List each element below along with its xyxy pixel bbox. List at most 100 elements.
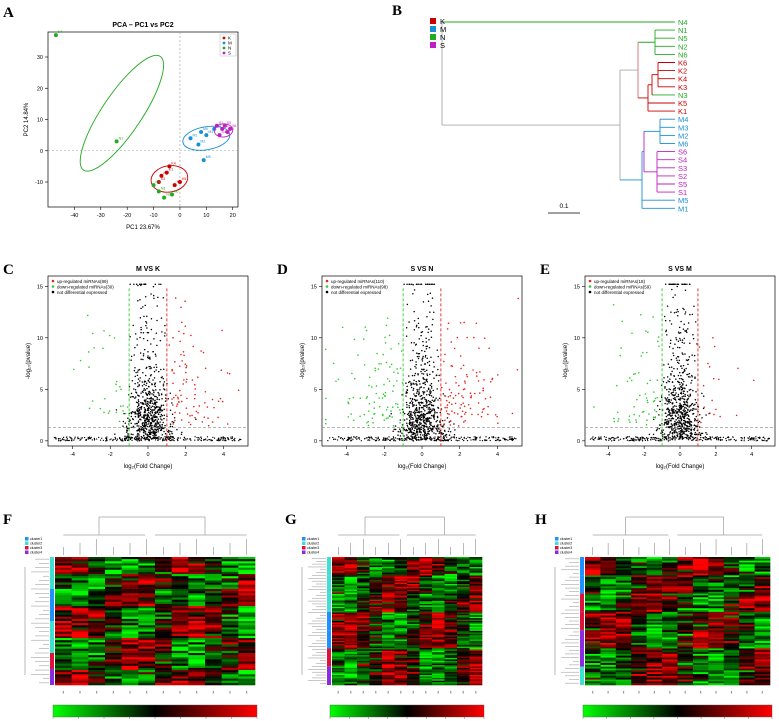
ns-point <box>668 410 670 413</box>
heatmap-cell <box>469 603 483 606</box>
heatmap-cell <box>444 572 458 575</box>
ns-point <box>683 423 686 426</box>
up-point <box>180 306 182 309</box>
down-point <box>108 410 111 412</box>
ns-point <box>664 402 666 405</box>
ns-point <box>672 389 675 391</box>
ns-point <box>140 405 143 408</box>
up-point <box>213 406 215 409</box>
ns-point <box>426 374 429 377</box>
heatmap-cell <box>432 585 445 588</box>
ns-point <box>218 440 220 442</box>
ns-point <box>638 439 640 441</box>
heatmap-cell <box>105 599 122 603</box>
ns-point <box>411 398 414 401</box>
heatmap-cell <box>238 676 256 679</box>
ns-point <box>421 358 423 360</box>
data-point <box>177 180 182 184</box>
heatmap-cell <box>171 667 189 671</box>
ns-point <box>684 406 686 409</box>
ns-point <box>673 430 676 432</box>
ns-point <box>435 374 438 377</box>
heatmap-cell <box>88 597 106 600</box>
ns-point <box>592 436 594 438</box>
ns-point <box>170 439 173 441</box>
ns-point <box>676 346 679 349</box>
up-point <box>448 413 450 416</box>
ns-point <box>674 414 677 417</box>
heatmap-cell <box>469 593 483 596</box>
legend-label: N <box>440 33 445 42</box>
heatmap-cell <box>457 599 470 602</box>
heatmap-cell <box>171 586 189 590</box>
ns-point <box>674 343 676 345</box>
heatmap-cell <box>221 571 239 575</box>
heatmap-cell <box>138 657 156 660</box>
up-point <box>194 388 197 390</box>
heatmap-cell <box>369 602 383 605</box>
heatmap-cell <box>138 682 156 686</box>
ns-point <box>687 322 690 324</box>
heatmap-cell <box>205 667 222 671</box>
ns-point <box>635 439 637 441</box>
heatmap-cell <box>121 574 139 577</box>
heatmap-cell <box>382 603 395 606</box>
ns-point <box>127 436 129 438</box>
heatmap-cell <box>469 621 483 623</box>
down-point <box>628 415 631 417</box>
ns-point <box>413 379 415 381</box>
ns-point <box>419 401 421 404</box>
heatmap-cell <box>105 603 122 607</box>
heatmap-cell <box>205 670 222 673</box>
heatmap-cell <box>344 576 358 579</box>
up-point <box>700 421 702 424</box>
ns-point <box>496 439 498 442</box>
heatmap-cell <box>138 621 156 624</box>
heatmap-cell <box>88 601 106 605</box>
down-point <box>638 415 641 417</box>
down-point <box>366 421 368 424</box>
down-point <box>399 409 401 411</box>
ns-point <box>369 439 371 441</box>
ns-point <box>414 400 417 402</box>
point-label: N6 <box>174 190 179 194</box>
heatmap-cell <box>407 575 420 578</box>
ns-point <box>162 383 165 385</box>
leaf-label: K2 <box>678 67 687 76</box>
ns-point <box>453 434 456 436</box>
ns-point <box>171 413 174 415</box>
ns-point <box>672 408 674 411</box>
ns-point <box>141 416 143 418</box>
down-point <box>373 407 376 410</box>
ns-point <box>424 283 427 285</box>
heatmap-cell <box>357 625 370 627</box>
heatmap-cell <box>71 625 89 628</box>
heatmap-cell <box>171 591 189 594</box>
up-point <box>183 354 185 357</box>
ns-point <box>365 437 368 439</box>
heatmap-cell <box>407 582 420 585</box>
ns-point <box>426 406 428 409</box>
ns-point <box>222 436 224 438</box>
heatmap-cell <box>419 601 433 603</box>
ns-point <box>416 430 419 432</box>
ns-point <box>137 300 139 302</box>
ns-point <box>693 305 695 307</box>
heatmap-cell <box>221 631 239 635</box>
down-point <box>104 397 106 400</box>
ns-point <box>150 410 152 413</box>
down-point <box>386 406 389 409</box>
heatmap-cell <box>121 644 139 647</box>
ns-point <box>672 402 674 404</box>
down-point <box>115 383 117 386</box>
ns-point <box>339 437 342 440</box>
ns-point <box>755 438 757 440</box>
up-point <box>470 395 473 397</box>
ns-point <box>350 436 352 438</box>
ns-point <box>140 439 142 442</box>
ns-point <box>430 330 432 332</box>
heatmap-cell <box>238 595 256 598</box>
ns-point <box>681 396 683 398</box>
ns-point <box>423 432 426 434</box>
ns-point <box>662 381 665 383</box>
